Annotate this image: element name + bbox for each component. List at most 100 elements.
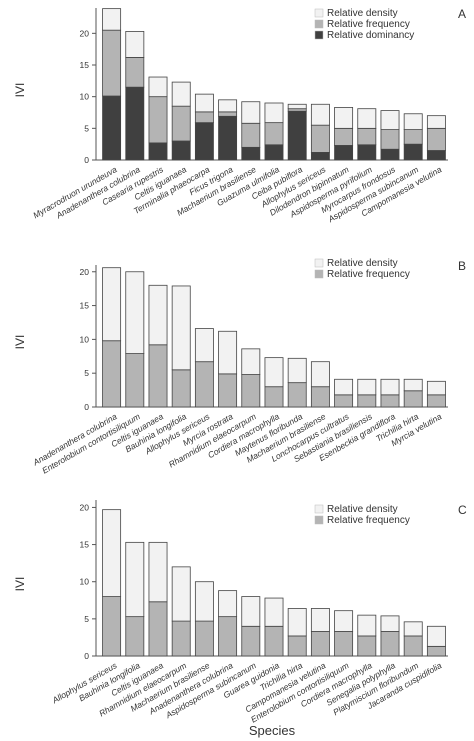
y-tick-label: 0: [84, 402, 89, 412]
bar-segment: [125, 541, 145, 618]
bar-segment: [102, 8, 122, 31]
legend-label: Relative frequency: [327, 19, 410, 30]
bar-segment: [380, 148, 400, 161]
bar-segment: [148, 96, 168, 144]
bar-segment: [264, 386, 284, 408]
bar-segment: [241, 625, 261, 657]
bar-segment: [287, 357, 307, 384]
bar-segment: [125, 616, 145, 657]
bar-segment: [241, 374, 261, 408]
legend-swatch: [314, 515, 324, 525]
bar-segment: [426, 625, 446, 647]
bar-segment: [334, 145, 354, 161]
bar-segment: [426, 394, 446, 408]
bar-segment: [287, 103, 307, 110]
bar-segment: [194, 361, 214, 408]
legend-swatch: [314, 269, 324, 279]
bar-segment: [357, 378, 377, 396]
y-tick-label: 5: [84, 123, 89, 133]
bar-segment: [125, 86, 145, 161]
legend-swatch: [314, 8, 324, 18]
bar-segment: [102, 509, 122, 597]
bar-segment: [102, 29, 122, 97]
bar-segment: [426, 150, 446, 161]
bar-segment: [357, 127, 377, 146]
bar-segment: [171, 81, 191, 107]
bar-segment: [287, 608, 307, 637]
bar-segment: [403, 378, 423, 392]
bar-segment: [241, 348, 261, 375]
bar-segment: [148, 142, 168, 161]
bar-segment: [102, 267, 122, 342]
bar-segment: [310, 608, 330, 632]
bar-segment: [264, 597, 284, 627]
legend-swatch: [314, 258, 324, 268]
bar-segment: [287, 635, 307, 657]
y-tick-label: 5: [84, 368, 89, 378]
bar-segment: [125, 31, 145, 58]
bar-segment: [171, 566, 191, 622]
bar-segment: [426, 115, 446, 129]
bar-segment: [403, 390, 423, 408]
bar-segment: [310, 103, 330, 126]
bar-segment: [403, 621, 423, 637]
bar-segment: [171, 140, 191, 161]
bar-segment: [241, 146, 261, 161]
bar-segment: [357, 635, 377, 657]
bar-segment: [264, 102, 284, 124]
y-axis-label: IVI: [13, 83, 27, 98]
bar-segment: [334, 127, 354, 146]
bar-segment: [334, 610, 354, 632]
bar-segment: [403, 129, 423, 145]
bar-segment: [241, 101, 261, 124]
bar-segment: [334, 107, 354, 129]
bar-segment: [310, 361, 330, 388]
bar-segment: [171, 369, 191, 408]
y-tick-label: 20: [80, 28, 90, 38]
bar-segment: [125, 271, 145, 354]
y-tick-label: 10: [80, 334, 90, 344]
bar-segment: [148, 541, 168, 603]
y-tick-label: 15: [80, 301, 90, 311]
bar-segment: [102, 340, 122, 408]
legend-label: Relative frequency: [327, 515, 410, 526]
bar-segment: [264, 357, 284, 388]
bar-segment: [426, 127, 446, 151]
legend-swatch: [314, 19, 324, 29]
bar-segment: [380, 110, 400, 130]
y-axis-label: IVI: [13, 335, 27, 350]
bar-segment: [218, 111, 238, 117]
bar-segment: [148, 601, 168, 657]
y-tick-label: 20: [80, 502, 90, 512]
bar-segment: [241, 122, 261, 148]
bar-segment: [426, 645, 446, 657]
bar-segment: [357, 614, 377, 637]
bar-segment: [403, 113, 423, 131]
bar-segment: [125, 353, 145, 408]
y-tick-label: 0: [84, 155, 89, 165]
bar-segment: [102, 596, 122, 657]
bar-segment: [148, 344, 168, 408]
bar-segment: [218, 616, 238, 657]
legend-swatch: [314, 504, 324, 514]
x-axis-title: Species: [249, 723, 296, 738]
bar-segment: [310, 631, 330, 657]
bar-segment: [334, 631, 354, 657]
bar-segment: [380, 631, 400, 657]
legend-label: Relative density: [327, 8, 398, 19]
bar-segment: [125, 57, 145, 88]
y-tick-label: 10: [80, 577, 90, 587]
bar-segment: [194, 122, 214, 161]
bar-segment: [310, 124, 330, 153]
bar-segment: [403, 143, 423, 161]
bar-segment: [171, 620, 191, 657]
legend-label: Relative dominancy: [327, 30, 414, 41]
bar-segment: [218, 115, 238, 161]
bar-segment: [264, 144, 284, 161]
bar-segment: [380, 129, 400, 150]
bar-segment: [218, 373, 238, 408]
